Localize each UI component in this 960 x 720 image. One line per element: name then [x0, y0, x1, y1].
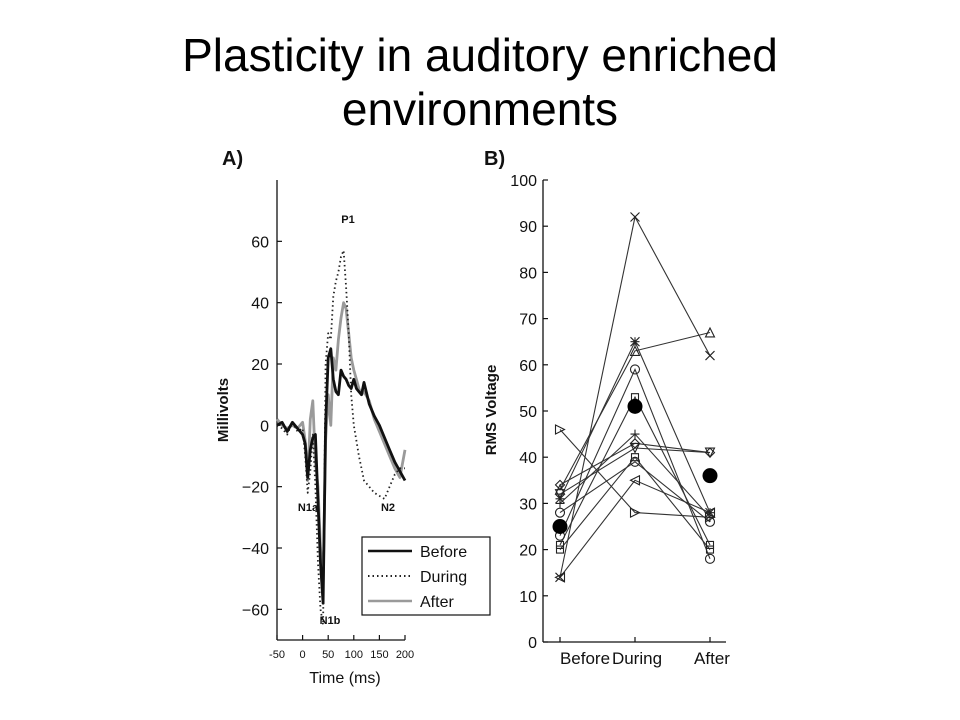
panel-b-y-tick-label: 10 [519, 589, 537, 606]
panel-b-y-tick-label: 90 [519, 219, 537, 236]
slide-title-line1: Plasticity in auditory enriched [182, 29, 778, 81]
panel-b-chart: B) 0 10 20 30 40 50 60 70 80 90 100 Before During Af… [483, 148, 730, 668]
panel-a-y-tick-label: 60 [251, 234, 269, 251]
panel-b-y-tick-label: 20 [519, 543, 537, 560]
panel-a-y-tick-label: 40 [251, 296, 269, 313]
panel-b-y-tick-label: 30 [519, 496, 537, 513]
legend-label-before: Before [420, 544, 467, 561]
panel-a-x-ticks: -50 0 50 100 150 200 [269, 635, 414, 661]
subject-line [559, 479, 711, 578]
marker-x [705, 350, 715, 361]
marker-triangle-down [629, 442, 641, 454]
slide-title: Plasticity in auditory enriched environm… [0, 28, 960, 136]
marker-triangle-right [629, 507, 641, 519]
marker-square [705, 545, 715, 554]
marker-circle [554, 507, 566, 518]
marker-circle [629, 364, 641, 375]
marker-square [555, 545, 565, 554]
annotation-n1b: N1b [320, 615, 341, 627]
marker-x [555, 572, 565, 583]
marker-triangle-left [704, 507, 716, 519]
marker-star [705, 507, 715, 518]
category-label-during: During [612, 649, 662, 668]
panel-b-y-tick-label: 50 [519, 404, 537, 421]
panel-a-label: A) [222, 148, 243, 170]
marker-triangle-up [629, 345, 641, 356]
panel-b-y-tick-label: 40 [519, 450, 537, 467]
legend-label-during: During [420, 569, 467, 586]
panel-b-markers [554, 212, 716, 583]
panel-a-series [275, 249, 407, 626]
marker-star [630, 336, 640, 347]
marker-triangle-left [629, 474, 641, 486]
panel-a-y-tick-label: −60 [242, 602, 269, 619]
panel-a-x-tick-label: 150 [370, 649, 388, 661]
panel-b-subject-lines [559, 215, 711, 578]
panel-a-y-tick-label: 20 [251, 357, 269, 374]
panel-b-y-ticks: 0 10 20 30 40 50 60 70 80 90 100 [510, 173, 548, 652]
marker-diamond [629, 438, 641, 449]
annotation-n2: N2 [381, 502, 395, 514]
legend: Before During After [361, 536, 491, 616]
panel-a-y-ticks: 60 40 20 0 −20 −40 −60 [242, 234, 282, 619]
category-label-before: Before [560, 649, 610, 668]
panel-a-y-tick-label: −40 [242, 541, 269, 558]
panel-b-y-tick-label: 60 [519, 358, 537, 375]
marker-triangle-down [554, 489, 566, 500]
panel-a-y-tick-label: −20 [242, 480, 269, 497]
marker-triangle-right [554, 424, 566, 435]
annotation-n1a: N1a [298, 502, 319, 514]
marker-plus [555, 498, 565, 508]
marker-triangle-down [704, 447, 716, 459]
slide-title-line2: environments [341, 83, 619, 135]
marker-triangle-up [704, 326, 716, 338]
panel-b-y-tick-label: 0 [528, 635, 537, 652]
panel-a-x-axis-label: Time (ms) [309, 670, 380, 687]
panel-a-y-axis-label: Millivolts [215, 378, 232, 442]
panel-b-label: B) [484, 148, 505, 170]
mean-point-before [552, 519, 568, 534]
marker-circle [704, 516, 716, 527]
panel-a-x-tick-label: -50 [269, 649, 285, 661]
panel-b-y-tick-label: 80 [519, 265, 537, 282]
marker-x [630, 212, 640, 222]
subject-line [559, 331, 711, 490]
series-line-before [276, 347, 407, 605]
mean-point-during [627, 398, 643, 414]
panel-a-y-tick-label: 0 [260, 418, 269, 435]
category-label-after: After [694, 649, 730, 668]
panel-a-x-tick-label: 50 [322, 649, 334, 661]
panel-b-mean-points [552, 398, 718, 534]
subject-line [559, 429, 711, 518]
panel-a-x-tick-label: 0 [300, 649, 306, 661]
panel-b-x-ticks: Before During After [559, 637, 730, 668]
subject-line [559, 461, 711, 523]
marker-circle [629, 456, 641, 467]
panel-b-y-tick-label: 100 [510, 173, 537, 190]
panel-a-x-tick-label: 100 [345, 649, 363, 661]
panel-b-y-axis-label: RMS Voltage [483, 365, 500, 456]
subject-line [559, 433, 711, 518]
marker-triangle-left [554, 571, 566, 583]
mean-point-after [702, 468, 718, 484]
marker-plus [630, 429, 640, 439]
legend-label-after: After [420, 594, 454, 611]
panel-a-x-tick-label: 200 [396, 649, 414, 661]
panel-b-y-tick-label: 70 [519, 312, 537, 329]
marker-circle [704, 553, 716, 564]
annotation-p1: P1 [341, 214, 354, 226]
